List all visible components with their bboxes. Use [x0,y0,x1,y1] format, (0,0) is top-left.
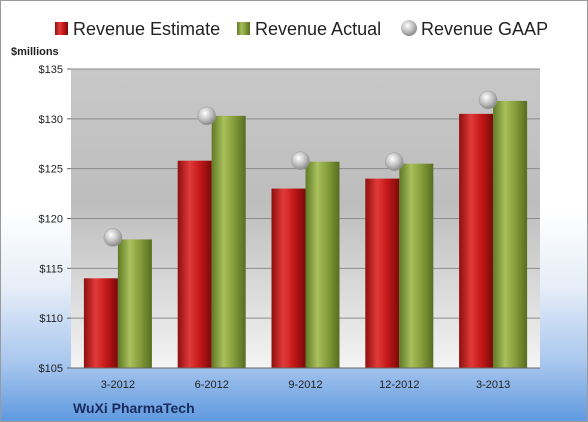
x-tick-label: 6-2012 [195,379,229,391]
bar-revenue-estimate [271,188,306,368]
bar-revenue-actual [305,161,340,368]
company-name: WuXi PharmaTech [73,400,195,416]
x-tick-label: 3-2013 [476,379,510,391]
legend-swatch-estimate [55,22,68,35]
y-axis-ticks: $105 $110 $115 $120 $125 $130 $135 [39,64,71,375]
marker-revenue-gaap [197,106,216,126]
legend-label-estimate: Revenue Estimate [73,19,220,39]
marker-revenue-gaap [103,228,123,247]
x-tick-label: 9-2012 [288,379,322,391]
y-tick-label: $135 [39,64,63,76]
bar-revenue-actual [493,100,528,368]
y-tick-label: $115 [39,263,63,275]
marker-revenue-gaap [291,151,310,170]
x-tick-label: 12-2012 [379,379,419,391]
y-tick-label: $120 [39,214,63,226]
bar-revenue-actual [211,115,246,369]
bar-revenue-estimate [459,113,494,368]
y-tick-label: $125 [39,164,63,176]
gaap-markers [103,90,498,247]
y-axis-unit-label: $millions [11,46,59,58]
y-tick-label: $130 [39,114,63,126]
y-tick-label: $110 [39,313,63,325]
bar-revenue-estimate [365,178,400,368]
x-tick-label: 3-2012 [101,379,135,391]
legend-marker-gaap [401,20,417,36]
bar-revenue-actual [399,163,434,368]
bar-revenue-estimate [83,278,118,368]
y-tick-label: $105 [39,363,63,375]
marker-revenue-gaap [478,90,498,110]
bar-series [83,100,528,369]
legend: Revenue Estimate Revenue Actual Revenue … [55,19,548,39]
legend-swatch-actual [237,22,250,35]
legend-label-gaap: Revenue GAAP [421,19,548,39]
marker-revenue-gaap [385,152,404,171]
bar-revenue-estimate [177,160,212,368]
legend-label-actual: Revenue Actual [255,19,381,39]
bar-revenue-actual [117,239,152,368]
x-axis-ticks: 3-2012 6-2012 9-2012 12-2012 3-2013 [101,379,510,391]
